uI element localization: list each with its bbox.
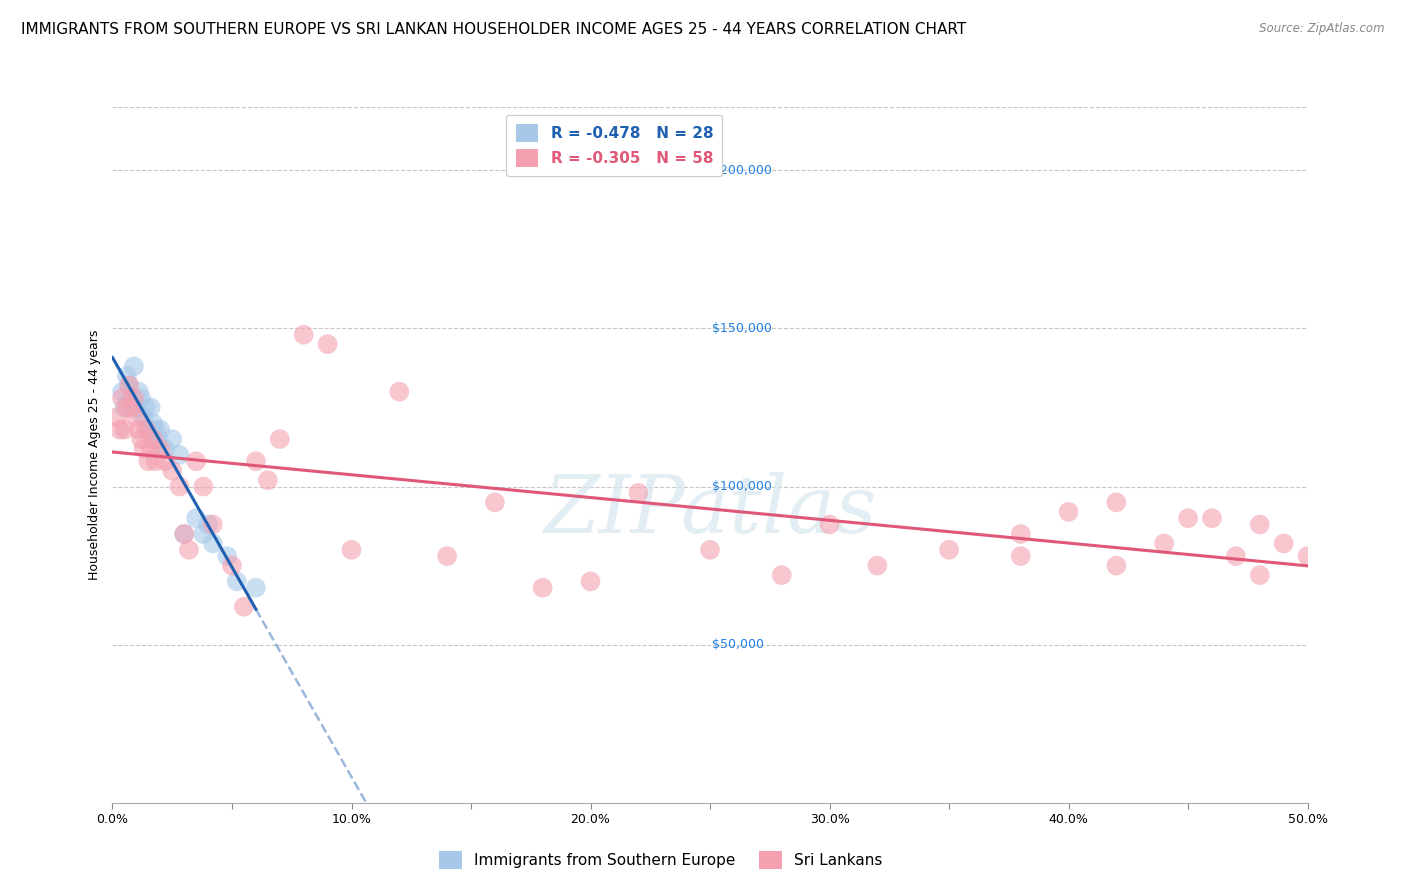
Point [129,391,152,405]
Point [436,549,458,563]
Point [169,479,191,493]
Point [1057,505,1080,519]
Point [531,581,554,595]
Point [149,423,172,437]
Point [162,432,183,446]
Point [132,442,155,456]
Point [129,432,152,446]
Point [201,517,224,532]
Point [115,401,138,415]
Point [145,454,167,468]
Point [173,527,195,541]
Point [153,454,176,468]
Point [340,542,363,557]
Point [866,558,889,573]
Point [108,423,131,437]
Point [169,448,191,462]
Point [111,384,134,399]
Point [186,511,208,525]
Point [1105,495,1128,509]
Point [770,568,793,582]
Point [292,327,315,342]
Point [128,384,150,399]
Point [153,442,176,456]
Point [1010,527,1032,541]
Point [138,454,160,468]
Point [193,479,215,493]
Point [122,391,145,405]
Point [142,432,165,446]
Point [1105,558,1128,573]
Point [173,527,195,541]
Point [135,401,157,415]
Point [818,517,841,532]
Point [484,495,506,509]
Point [114,423,135,437]
Point [139,401,162,415]
Point [232,599,256,614]
Point [699,542,721,557]
Point [1010,549,1032,563]
Point [114,401,135,415]
Point [145,423,167,437]
Point [122,359,145,374]
Point [177,542,200,557]
Point [138,423,160,437]
Point [1249,517,1271,532]
Point [1201,511,1223,525]
Point [111,391,134,405]
Point [186,454,208,468]
Point [579,574,602,589]
Point [225,574,247,589]
Point [201,536,224,550]
Point [257,473,280,487]
Point [139,442,162,456]
Point [217,549,239,563]
Point [135,423,157,437]
Point [125,409,148,424]
Point [118,378,141,392]
Point [115,368,138,383]
Point [1272,536,1295,550]
Legend: R = -0.478   N = 28, R = -0.305   N = 58: R = -0.478 N = 28, R = -0.305 N = 58 [506,115,723,177]
Point [938,542,960,557]
Point [146,432,169,446]
Point [245,581,267,595]
Legend: Immigrants from Southern Europe, Sri Lankans: Immigrants from Southern Europe, Sri Lan… [433,845,889,875]
Point [388,384,411,399]
Point [121,391,143,405]
Point [197,517,219,532]
Point [128,423,150,437]
Point [193,527,215,541]
Text: $200,000: $200,000 [713,164,772,177]
Point [269,432,291,446]
Point [245,454,267,468]
Text: $100,000: $100,000 [713,480,772,493]
Point [132,409,155,424]
Text: ZIPatlas: ZIPatlas [543,472,877,549]
Point [142,417,165,431]
Point [1177,511,1199,525]
Point [125,401,148,415]
Point [118,378,141,392]
Point [162,464,183,478]
Text: IMMIGRANTS FROM SOUTHERN EUROPE VS SRI LANKAN HOUSEHOLDER INCOME AGES 25 - 44 YE: IMMIGRANTS FROM SOUTHERN EUROPE VS SRI L… [21,22,966,37]
Y-axis label: Householder Income Ages 25 - 44 years: Householder Income Ages 25 - 44 years [89,330,101,580]
Point [1296,549,1319,563]
Point [1153,536,1175,550]
Point [105,409,128,424]
Point [316,337,339,351]
Point [1249,568,1271,582]
Text: $150,000: $150,000 [713,322,772,334]
Point [221,558,243,573]
Text: Source: ZipAtlas.com: Source: ZipAtlas.com [1260,22,1385,36]
Point [149,442,172,456]
Point [1225,549,1247,563]
Text: $50,000: $50,000 [713,638,765,651]
Point [121,401,143,415]
Point [627,486,650,500]
